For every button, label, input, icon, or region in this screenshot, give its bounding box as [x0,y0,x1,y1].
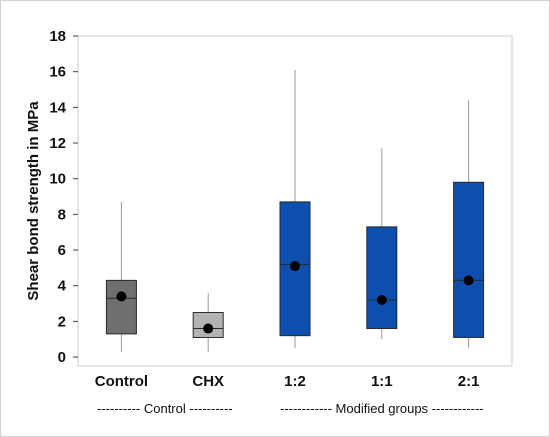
x-axis-labels: Control CHX 1:2 1:1 2:1 [95,373,480,390]
y-tick-label: 0 [58,349,66,366]
mean-marker [203,323,214,334]
group-label: ---------- Control ---------- [97,401,233,416]
box-1-2 [279,69,311,349]
box-2-1 [453,100,485,349]
mean-marker [116,291,127,302]
box-1-1 [366,148,398,340]
y-tick-label: 2 [58,313,66,330]
box-Control [105,201,137,352]
y-tick-label: 18 [49,28,66,45]
group-labels: ---------- Control ---------- -----------… [97,401,484,416]
iqr-box [453,181,485,338]
y-tick-label: 14 [49,99,66,116]
x-category-label: CHX [192,373,224,390]
y-axis-label: Shear bond strength in MPa [25,101,42,301]
iqr-box [366,226,398,330]
mean-marker [290,261,300,272]
x-category-label: 2:1 [458,373,480,390]
boxes [105,69,485,352]
mean-marker [463,275,474,286]
iqr-box [105,279,137,335]
y-tick-label: 4 [58,278,67,295]
mean-marker [376,295,387,305]
y-tick-label: 8 [58,206,66,223]
y-tick-label: 10 [49,171,66,188]
x-category-label: Control [95,373,148,390]
y-tick-label: 16 [49,64,66,81]
x-category-label: 1:2 [284,373,306,390]
box-CHX [192,292,224,352]
y-tick-label: 6 [58,242,66,259]
group-label: ------------ Modified groups -----------… [280,401,484,416]
x-category-label: 1:1 [371,373,393,390]
y-tick-label: 12 [49,135,66,152]
y-axis: 0 2 4 6 8 10 12 14 16 18 [49,28,78,366]
